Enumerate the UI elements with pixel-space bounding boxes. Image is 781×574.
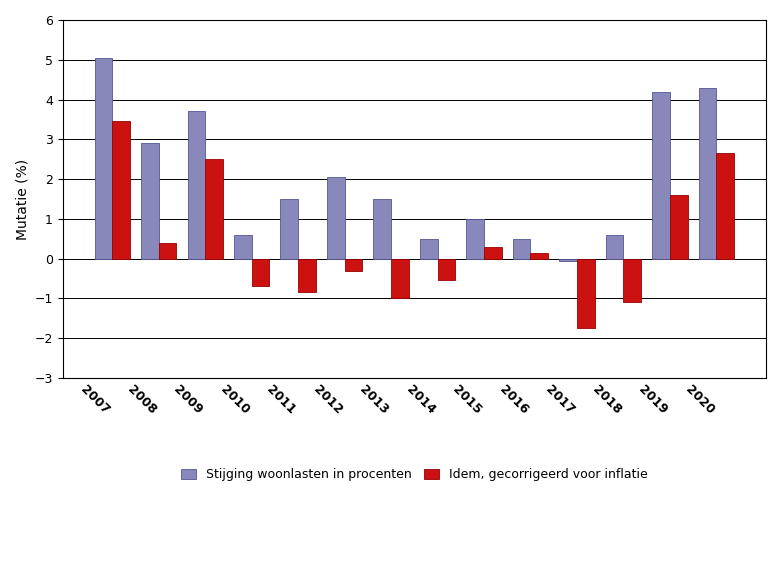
Bar: [141, 144, 159, 259]
Bar: [716, 153, 734, 259]
Bar: [466, 219, 484, 259]
Bar: [251, 259, 269, 286]
Bar: [327, 177, 344, 259]
Bar: [373, 199, 391, 259]
Bar: [484, 247, 501, 259]
Bar: [298, 259, 316, 292]
Bar: [112, 122, 130, 259]
Bar: [437, 259, 455, 281]
Bar: [95, 58, 112, 259]
Bar: [623, 259, 641, 302]
Bar: [699, 88, 716, 259]
Bar: [159, 243, 177, 259]
Bar: [234, 235, 251, 259]
Bar: [606, 235, 623, 259]
Bar: [187, 111, 205, 259]
Bar: [344, 259, 362, 270]
Bar: [205, 159, 223, 259]
Y-axis label: Mutatie (%): Mutatie (%): [15, 158, 29, 239]
Legend: Stijging woonlasten in procenten, Idem, gecorrigeerd voor inflatie: Stijging woonlasten in procenten, Idem, …: [176, 463, 653, 486]
Bar: [391, 259, 408, 298]
Bar: [652, 92, 670, 259]
Bar: [670, 195, 687, 259]
Bar: [530, 253, 548, 259]
Bar: [280, 199, 298, 259]
Bar: [513, 239, 530, 259]
Bar: [577, 259, 594, 328]
Bar: [420, 239, 437, 259]
Bar: [559, 259, 577, 261]
